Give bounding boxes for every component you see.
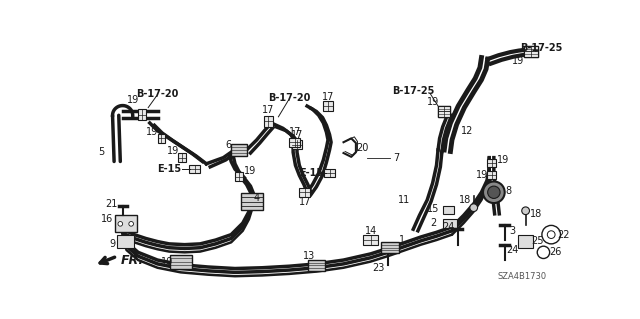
Bar: [524, 46, 538, 57]
Text: 16: 16: [101, 214, 113, 224]
Bar: [443, 219, 457, 228]
Bar: [438, 106, 451, 117]
Bar: [235, 172, 243, 182]
Text: 15: 15: [428, 204, 440, 214]
Text: 19: 19: [428, 97, 440, 107]
Bar: [308, 260, 325, 271]
Text: 19: 19: [167, 146, 179, 157]
Bar: [381, 242, 399, 253]
Text: 22: 22: [557, 230, 570, 240]
Text: 19: 19: [476, 170, 488, 180]
Text: E-15: E-15: [299, 168, 323, 178]
Circle shape: [129, 221, 134, 226]
Bar: [115, 215, 136, 232]
Bar: [487, 172, 496, 179]
Bar: [189, 165, 200, 173]
Bar: [524, 46, 538, 57]
Bar: [179, 153, 186, 162]
Text: 19: 19: [127, 95, 139, 105]
Bar: [292, 140, 301, 149]
Circle shape: [547, 231, 555, 239]
Text: 17: 17: [289, 127, 301, 137]
Text: 17: 17: [262, 105, 275, 115]
Text: FR.: FR.: [120, 254, 143, 267]
Circle shape: [542, 226, 561, 244]
Text: 17: 17: [299, 197, 311, 207]
Text: 19: 19: [146, 127, 158, 137]
Text: 18: 18: [529, 209, 542, 219]
Bar: [289, 137, 300, 147]
Text: 26: 26: [549, 247, 561, 257]
Text: 14: 14: [365, 226, 377, 236]
Text: SZA4B1730: SZA4B1730: [497, 272, 547, 281]
Bar: [443, 206, 454, 214]
Circle shape: [483, 182, 505, 203]
Text: B-17-20: B-17-20: [136, 90, 179, 100]
Text: 24: 24: [443, 222, 455, 232]
Text: 12: 12: [461, 126, 474, 136]
Bar: [138, 109, 146, 120]
Bar: [363, 235, 378, 245]
Bar: [438, 106, 451, 117]
Text: 21: 21: [105, 199, 117, 209]
Bar: [157, 134, 165, 143]
Circle shape: [537, 246, 550, 258]
Text: 8: 8: [506, 186, 511, 196]
Text: 19: 19: [512, 56, 524, 66]
Bar: [264, 116, 273, 127]
Text: 13: 13: [303, 251, 315, 261]
Bar: [487, 159, 496, 167]
Text: 5: 5: [99, 147, 105, 157]
Text: 17: 17: [291, 130, 303, 140]
Bar: [241, 193, 263, 210]
Circle shape: [118, 221, 123, 226]
Text: 19: 19: [244, 167, 257, 176]
Text: 4: 4: [253, 193, 260, 203]
Text: 18: 18: [459, 195, 471, 205]
Text: 11: 11: [398, 195, 410, 205]
Circle shape: [488, 186, 500, 198]
Text: B-17-20: B-17-20: [268, 93, 310, 103]
Bar: [518, 235, 533, 249]
Text: 19: 19: [497, 155, 509, 165]
Bar: [324, 169, 335, 177]
Bar: [231, 144, 246, 156]
Bar: [170, 255, 191, 269]
Text: 10: 10: [161, 256, 173, 267]
Text: E-15: E-15: [157, 164, 181, 174]
Text: 20: 20: [356, 143, 368, 152]
Text: 25: 25: [531, 236, 543, 246]
Text: 6: 6: [226, 139, 232, 150]
Text: B-17-25: B-17-25: [520, 42, 563, 53]
Text: 9: 9: [109, 239, 116, 249]
Circle shape: [470, 204, 477, 211]
Text: 7: 7: [393, 152, 399, 163]
Circle shape: [522, 207, 529, 215]
Text: 3: 3: [509, 226, 515, 236]
Text: 23: 23: [372, 263, 385, 273]
Text: 24: 24: [506, 245, 518, 255]
Bar: [117, 235, 134, 248]
Text: 1: 1: [399, 235, 404, 245]
Bar: [323, 101, 333, 111]
Text: 17: 17: [322, 92, 334, 102]
Bar: [300, 188, 310, 197]
Text: 2: 2: [430, 218, 436, 228]
Text: B-17-25: B-17-25: [392, 85, 435, 96]
